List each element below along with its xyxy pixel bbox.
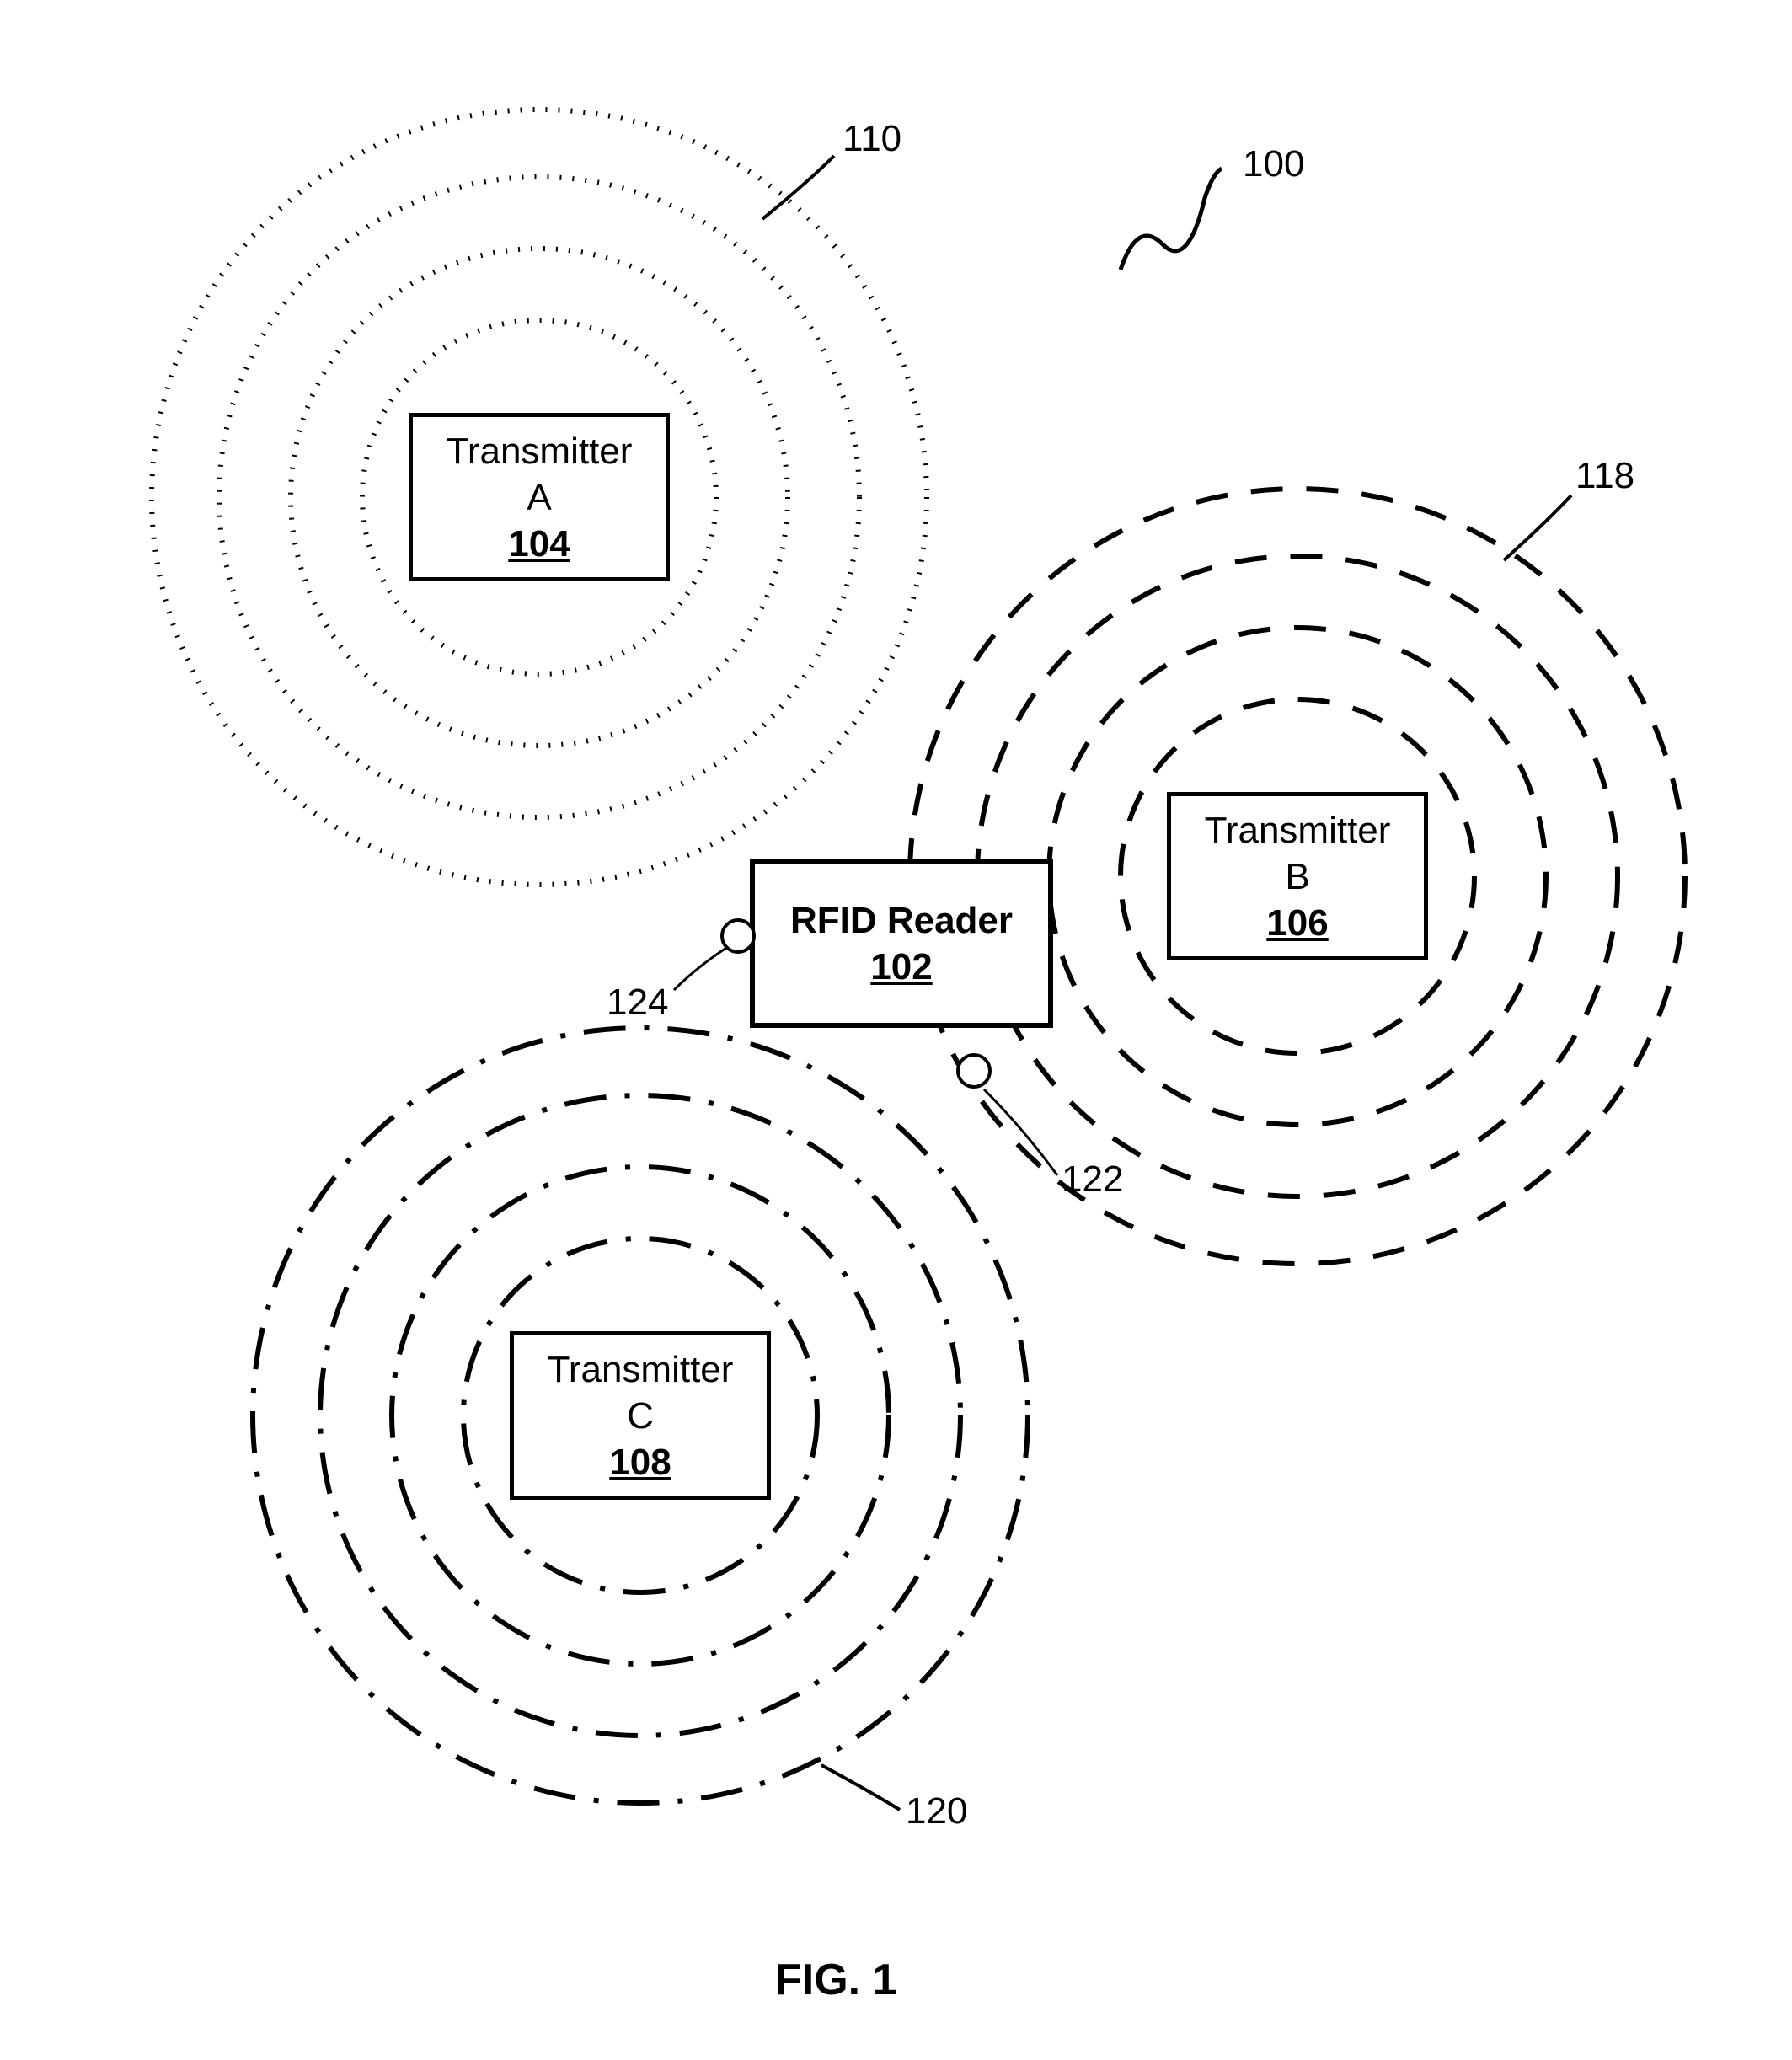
leader-124 <box>674 944 733 990</box>
transmitter-a-label-2: A <box>527 474 551 521</box>
rfid-reader-label: RFID Reader <box>790 897 1013 944</box>
leader-122 <box>984 1089 1057 1175</box>
transmitter-a-box: Transmitter A 104 <box>409 413 670 581</box>
diagram-svg <box>0 0 1792 2060</box>
transmitter-c-box: Transmitter C 108 <box>510 1331 771 1500</box>
figure-label: FIG. 1 <box>775 1955 896 2005</box>
ref-label-110: 110 <box>843 118 901 160</box>
squiggle-100 <box>1121 169 1222 270</box>
transmitter-b-box: Transmitter B 106 <box>1167 792 1428 960</box>
rfid-reader-ref: 102 <box>870 944 932 990</box>
leader-118 <box>1504 495 1571 560</box>
transmitter-c-label-2: C <box>627 1393 654 1439</box>
rfid-reader-box: RFID Reader 102 <box>750 859 1053 1028</box>
transmitter-b-ref: 106 <box>1266 900 1328 946</box>
rfid-system-diagram: Transmitter A 104 Transmitter B 106 Tran… <box>0 0 1792 2060</box>
marker-circle-122 <box>956 1053 992 1089</box>
leader-120 <box>821 1765 900 1810</box>
transmitter-b-label-1: Transmitter <box>1205 807 1391 853</box>
ref-label-100: 100 <box>1243 143 1304 185</box>
transmitter-a-label-1: Transmitter <box>447 428 633 474</box>
transmitter-c-ref: 108 <box>609 1439 671 1485</box>
ref-label-120: 120 <box>906 1790 967 1833</box>
transmitter-c-label-1: Transmitter <box>548 1346 734 1393</box>
marker-circle-124 <box>720 918 756 954</box>
ref-label-118: 118 <box>1575 455 1634 497</box>
transmitter-b-label-2: B <box>1285 853 1309 900</box>
transmitter-a-ref: 104 <box>508 521 570 567</box>
ref-label-124: 124 <box>607 982 668 1024</box>
ref-label-122: 122 <box>1062 1158 1123 1201</box>
leader-110 <box>762 156 834 219</box>
